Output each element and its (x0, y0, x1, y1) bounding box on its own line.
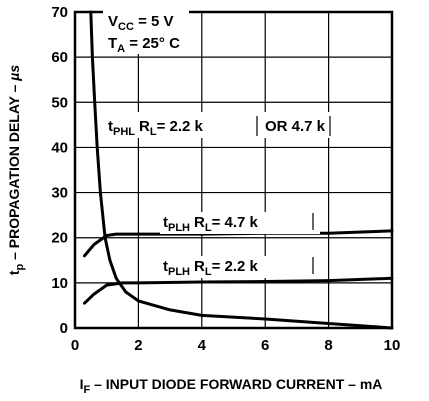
tplh-22-label: tPLH RL= 2.2 k (163, 258, 259, 278)
tplh-22-label-background (160, 256, 320, 278)
y-axis-title: tp – PROPAGATION DELAY – µs (6, 65, 26, 276)
y-tick-label: 50 (51, 94, 68, 111)
conditions-background (103, 8, 189, 54)
x-tick-label: 10 (384, 337, 401, 354)
series-group (83, 10, 394, 330)
tplh-47k-curve (83, 229, 394, 258)
x-tick-label: 2 (134, 337, 142, 354)
x-tick-label: 6 (261, 337, 269, 354)
y-tick-label: 0 (60, 320, 68, 337)
ta-condition: TA = 25° C (108, 35, 180, 55)
tplh-47-label: tPLH RL= 4.7 k (163, 214, 259, 234)
tphl-extra-label: OR 4.7 k (265, 118, 326, 135)
tphl-label: tPHL RL= 2.2 k (108, 118, 204, 138)
x-tick-label: 0 (71, 337, 79, 354)
tphl-curve (89, 10, 394, 330)
y-tick-label: 60 (51, 49, 68, 66)
tplh-22k-curve (83, 276, 394, 305)
y-tick-label: 70 (51, 4, 68, 21)
x-axis-title: IF – INPUT DIODE FORWARD CURRENT – mA (80, 376, 383, 396)
x-tick-label: 4 (198, 337, 207, 354)
tphl-label-background (104, 112, 336, 138)
y-tick-label: 20 (51, 230, 68, 247)
vcc-condition: VCC = 5 V (108, 13, 174, 33)
y-tick-label: 30 (51, 185, 68, 202)
y-tick-label: 10 (51, 275, 68, 292)
plot-frame (73, 10, 394, 330)
y-tick-label: 40 (51, 139, 68, 156)
tick-labels: 0 2 4 6 8 10 0 10 20 30 40 50 60 70 (51, 4, 400, 354)
x-tick-label: 8 (324, 337, 332, 354)
tplh-47-label-background (160, 212, 320, 234)
